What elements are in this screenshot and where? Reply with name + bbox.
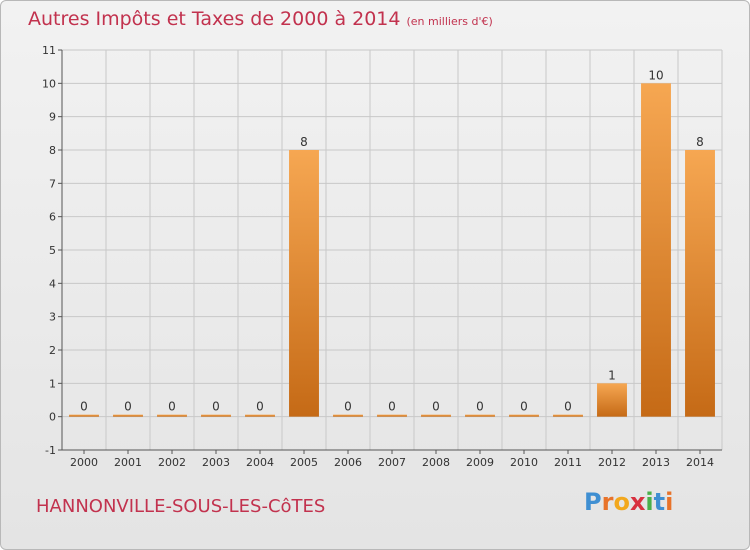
- bar: [641, 83, 671, 417]
- bar: [69, 414, 99, 417]
- chart-unit: (en milliers d'€): [406, 15, 493, 28]
- y-tick-label: 2: [49, 344, 56, 357]
- bar: [289, 150, 319, 417]
- data-label: 0: [256, 400, 264, 414]
- logo-letter: P: [584, 488, 602, 516]
- data-label: 8: [300, 135, 308, 149]
- chart-title: Autres Impôts et Taxes de 2000 à 2014 (en…: [28, 8, 493, 30]
- logo-letter: x: [629, 488, 646, 516]
- logo-letter: i: [645, 488, 654, 516]
- y-tick-label: 11: [42, 44, 56, 57]
- bar: [509, 414, 539, 417]
- x-tick-label: 2011: [554, 456, 582, 469]
- grid-lines: [61, 49, 723, 451]
- bar: [377, 414, 407, 417]
- y-tick-label: 1: [49, 377, 56, 390]
- proxiti-logo[interactable]: Proxiti: [584, 488, 673, 516]
- bar: [333, 414, 363, 417]
- logo-letter: r: [601, 488, 614, 516]
- x-tick-label: 2000: [70, 456, 98, 469]
- x-tick-label: 2001: [114, 456, 142, 469]
- y-tick-label: 9: [49, 111, 56, 124]
- data-label: 0: [80, 400, 88, 414]
- data-label: 0: [388, 400, 396, 414]
- y-tick-label: 8: [49, 144, 56, 157]
- data-label: 0: [432, 400, 440, 414]
- logo-letter: t: [653, 488, 666, 516]
- data-label: 0: [212, 400, 220, 414]
- x-tick-label: 2012: [598, 456, 626, 469]
- data-label: 8: [696, 135, 704, 149]
- y-tick-label: 3: [49, 311, 56, 324]
- y-tick-label: 6: [49, 211, 56, 224]
- bars: [69, 83, 715, 417]
- x-tick-label: 2002: [158, 456, 186, 469]
- x-tick-label: 2008: [422, 456, 450, 469]
- data-label: 0: [520, 400, 528, 414]
- y-tick-label: 7: [49, 177, 56, 190]
- x-tick-label: 2004: [246, 456, 274, 469]
- bar: [685, 150, 715, 417]
- x-tick-label: 2007: [378, 456, 406, 469]
- y-tick-label: -1: [45, 444, 56, 457]
- bar: [245, 414, 275, 417]
- data-label: 1: [608, 368, 616, 382]
- bar: [597, 383, 627, 417]
- logo-letter: o: [613, 488, 630, 516]
- data-label: 0: [344, 400, 352, 414]
- x-tick-label: 2014: [686, 456, 714, 469]
- bar: [157, 414, 187, 417]
- x-tick-label: 2013: [642, 456, 670, 469]
- commune-name: HANNONVILLE-SOUS-LES-CôTES: [36, 496, 326, 517]
- x-tick-label: 2010: [510, 456, 538, 469]
- data-label: 0: [476, 400, 484, 414]
- logo-letter: i: [665, 488, 674, 516]
- y-tick-label: 4: [49, 277, 56, 290]
- data-labels: 0 0 0 0 0 8 0 0 0 0 0 0 1 10 8: [80, 68, 704, 413]
- x-tick-label: 2006: [334, 456, 362, 469]
- x-tick-label: 2009: [466, 456, 494, 469]
- data-label: 10: [648, 68, 663, 82]
- y-tick-label: 5: [49, 244, 56, 257]
- bar: [421, 414, 451, 417]
- data-label: 0: [168, 400, 176, 414]
- data-label: 0: [564, 400, 572, 414]
- chart-title-text: Autres Impôts et Taxes de 2000 à 2014: [28, 8, 401, 30]
- y-tick-label: 10: [42, 77, 56, 90]
- x-tick-label: 2003: [202, 456, 230, 469]
- x-tick-label: 2005: [290, 456, 318, 469]
- bar: [113, 414, 143, 417]
- bar: [465, 414, 495, 417]
- bar: [553, 414, 583, 417]
- bar: [201, 414, 231, 417]
- data-label: 0: [124, 400, 132, 414]
- y-tick-label: 0: [49, 411, 56, 424]
